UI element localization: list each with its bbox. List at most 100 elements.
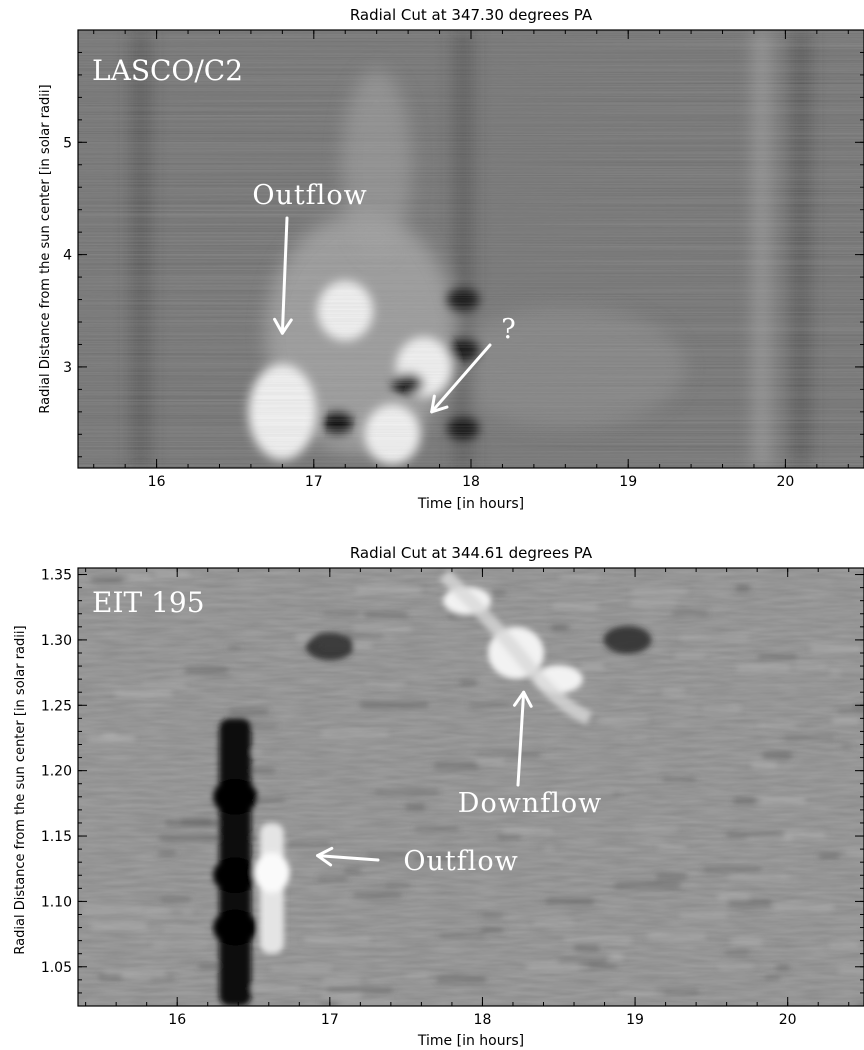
annotation-question: ? xyxy=(501,314,516,345)
arrow-downflow xyxy=(512,690,533,787)
streak xyxy=(553,603,598,609)
streak xyxy=(413,855,460,861)
plot-frame xyxy=(77,567,864,1007)
y-tick-label: 1.15 xyxy=(41,829,72,845)
streak xyxy=(545,898,594,905)
streak xyxy=(614,882,681,889)
streak xyxy=(838,710,864,714)
streak xyxy=(343,633,384,637)
streak xyxy=(366,682,406,686)
streak xyxy=(557,959,607,964)
streak xyxy=(98,974,122,980)
annotation-outflow: Outflow xyxy=(403,846,518,877)
arrow-question xyxy=(430,343,492,414)
streak xyxy=(726,832,785,838)
streak xyxy=(448,611,494,619)
streak xyxy=(647,933,706,940)
streak xyxy=(662,777,696,782)
streak xyxy=(414,826,459,831)
streak xyxy=(288,841,331,846)
streak xyxy=(681,635,748,640)
eit-panel: Radial Cut at 344.61 degrees PA 16 17 18 19… xyxy=(13,544,864,1049)
streak xyxy=(481,927,504,933)
x-axis-label: Time [in hours] xyxy=(417,496,524,512)
streak xyxy=(551,624,569,632)
x-tick-label: 20 xyxy=(776,474,794,490)
streak xyxy=(459,679,477,686)
streak xyxy=(341,1002,392,1006)
streak xyxy=(662,689,685,694)
x-tick-label: 16 xyxy=(168,1012,186,1028)
streak xyxy=(633,735,649,739)
dark-feature xyxy=(213,857,258,894)
y-tick-label: 1.05 xyxy=(41,960,72,976)
streak xyxy=(439,933,485,938)
dark-feature xyxy=(305,632,354,661)
streak xyxy=(832,717,860,725)
streak xyxy=(598,718,649,722)
y-tick-label: 5 xyxy=(63,135,72,151)
y-tick-label: 1.25 xyxy=(41,698,72,714)
streak xyxy=(321,731,389,737)
streak xyxy=(491,590,506,595)
streak xyxy=(810,645,861,653)
streak xyxy=(760,797,806,805)
x-tick-label: 18 xyxy=(462,474,480,490)
streak xyxy=(91,922,147,930)
streak xyxy=(680,913,727,918)
streak xyxy=(152,942,210,947)
dark-feature xyxy=(603,625,652,654)
streak xyxy=(765,975,781,981)
streak xyxy=(241,768,276,774)
streak xyxy=(717,893,750,901)
streak xyxy=(543,846,555,851)
streak xyxy=(184,667,228,674)
instrument-label: EIT 195 xyxy=(92,586,205,619)
axes: 16 17 18 19 20 1.05 1.10 1.15 1.20 1.25 1.30 1.35 xyxy=(41,568,864,1028)
streak xyxy=(838,967,864,973)
streak xyxy=(497,834,522,840)
streak xyxy=(365,612,408,618)
streak xyxy=(406,974,429,978)
streak xyxy=(437,976,486,983)
streak xyxy=(353,892,402,898)
streak xyxy=(115,690,172,697)
streak xyxy=(160,896,192,902)
annotation-outflow: Outflow xyxy=(252,180,367,211)
streak xyxy=(845,850,864,856)
streak xyxy=(631,600,677,606)
streak xyxy=(359,701,429,708)
streak xyxy=(318,876,348,881)
streak xyxy=(656,873,687,880)
streak xyxy=(469,702,511,706)
chart-title: Radial Cut at 347.30 degrees PA xyxy=(350,6,593,24)
streak xyxy=(327,987,393,993)
streak xyxy=(564,937,632,942)
streak xyxy=(730,940,762,945)
streak xyxy=(503,828,553,833)
streak xyxy=(304,937,371,944)
streak xyxy=(142,681,186,686)
streak xyxy=(356,586,422,594)
streak xyxy=(227,645,241,650)
streak xyxy=(567,793,619,798)
streak xyxy=(405,803,425,811)
streak xyxy=(829,943,859,949)
streak xyxy=(672,611,708,616)
y-tick-label: 1.30 xyxy=(41,633,72,649)
streak xyxy=(82,906,143,913)
streak xyxy=(102,732,116,737)
streak xyxy=(588,964,617,969)
streak xyxy=(819,853,839,860)
streak xyxy=(758,654,797,660)
streak xyxy=(618,991,664,996)
y-tick-label: 1.10 xyxy=(41,894,72,910)
streak xyxy=(794,664,827,669)
streak xyxy=(610,953,623,961)
streak xyxy=(321,993,361,1000)
streak xyxy=(482,913,503,918)
streak xyxy=(321,1001,337,1006)
y-tick-label: 1.35 xyxy=(41,568,72,584)
streak xyxy=(104,970,166,977)
x-tick-label: 19 xyxy=(626,1012,644,1028)
